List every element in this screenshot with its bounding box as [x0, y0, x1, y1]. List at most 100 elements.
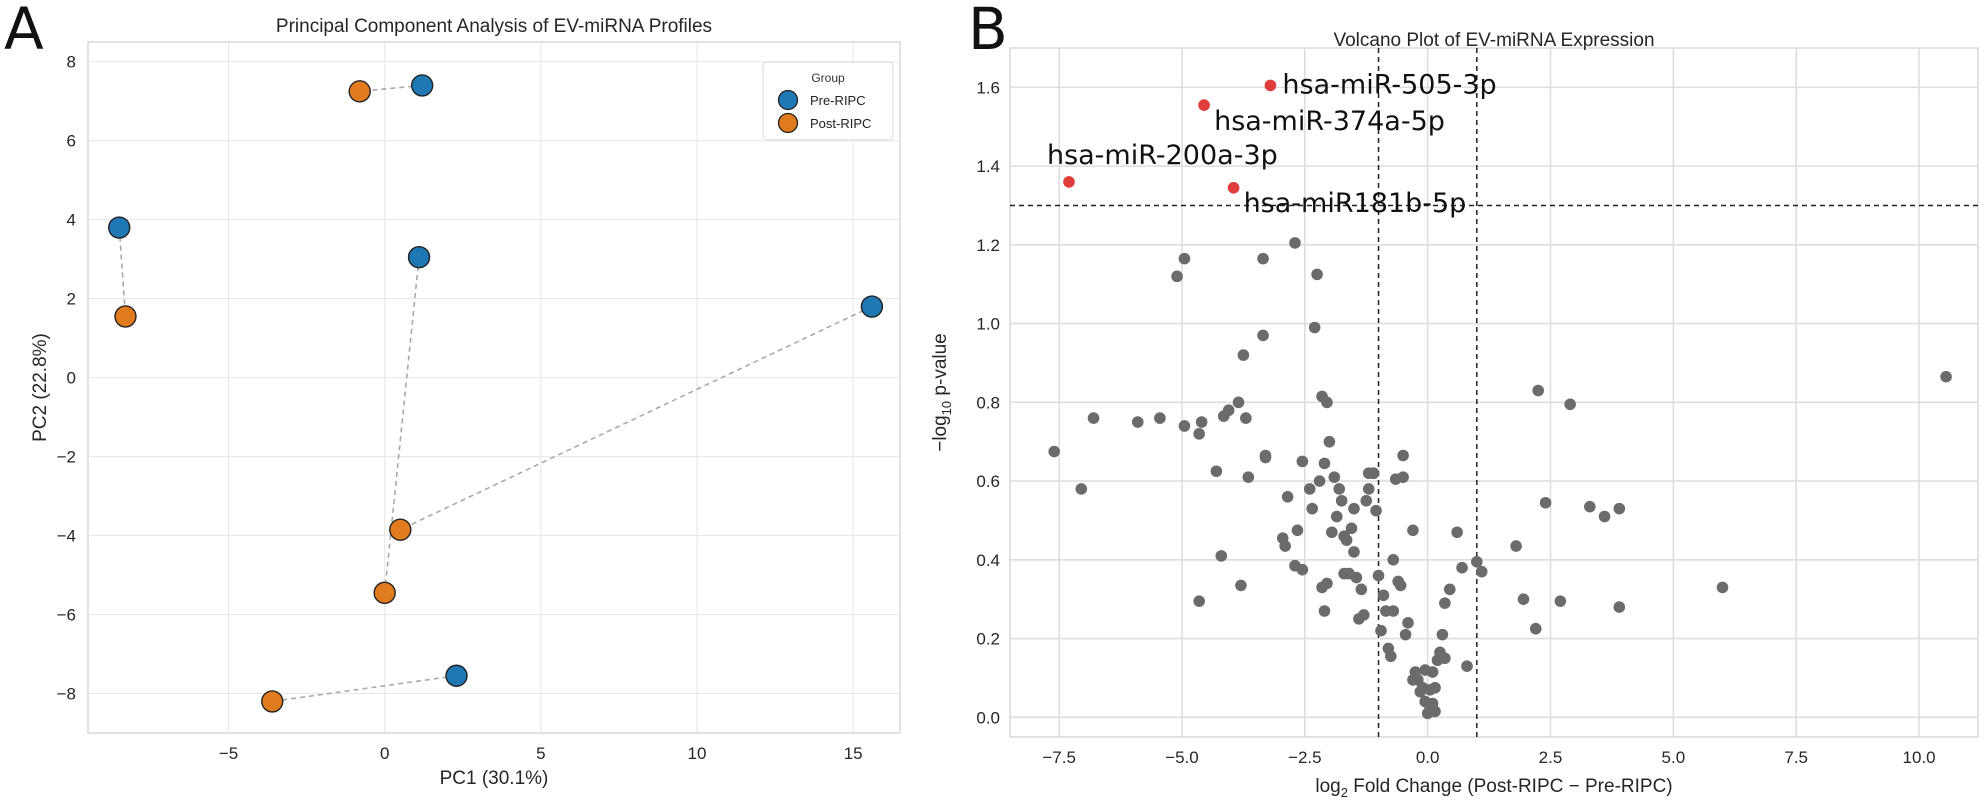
volcano-y-label-log: −log	[930, 415, 951, 451]
volcano-point	[1240, 412, 1252, 424]
volcano-significant-point	[1227, 181, 1240, 194]
volcano-point	[1461, 660, 1473, 672]
volcano-x-tick-label: 0.0	[1416, 748, 1440, 767]
volcano-point	[1613, 601, 1626, 613]
volcano-point	[1232, 396, 1245, 409]
volcano-point	[1360, 494, 1373, 507]
volcano-point	[1279, 540, 1291, 552]
volcano-point	[1257, 252, 1269, 265]
volcano-point	[1554, 595, 1567, 607]
pca-x-tick-label: 0	[380, 744, 389, 763]
pca-point-pre-ripc	[108, 216, 131, 239]
volcano-point	[1429, 681, 1441, 694]
volcano-point	[1355, 583, 1368, 596]
volcano-x-tick-label: 5.0	[1662, 748, 1686, 767]
volcano-point	[1321, 577, 1333, 590]
volcano-x-tick-label: 7.5	[1784, 748, 1808, 767]
volcano-point	[1340, 534, 1353, 546]
legend-marker-pre-ripc	[777, 89, 799, 111]
volcano-point	[1940, 370, 1952, 383]
panel-b-letter: B	[968, 0, 1008, 63]
volcano-x-tick-label: −2.5	[1288, 748, 1322, 767]
volcano-point	[1345, 522, 1358, 535]
pca-x-tick-label: 10	[688, 744, 707, 763]
pca-point-pre-ripc	[410, 74, 434, 97]
volcano-y-label-rest: p-value	[930, 333, 951, 401]
volcano-point	[1257, 329, 1269, 342]
volcano-x-axis-label: log2 Fold Change (Post-RIPC − Pre-RIPC)	[1315, 776, 1672, 800]
pca-pair-connector	[272, 674, 457, 703]
volcano-point	[1529, 622, 1542, 635]
volcano-mirna-label: hsa-miR-505-3p	[1282, 69, 1496, 100]
volcano-point	[1154, 412, 1166, 424]
pca-point-post-ripc	[389, 518, 412, 541]
volcano-point	[1259, 449, 1272, 462]
panel-a-letter: A	[4, 0, 44, 63]
volcano-y-tick-label: 1.2	[976, 236, 1000, 255]
pca-point-post-ripc	[261, 690, 284, 713]
volcano-x-tick-label: −5.0	[1165, 748, 1199, 767]
volcano-x-label-rest: Fold Change (Post-RIPC − Pre-RIPC)	[1348, 776, 1673, 797]
pca-y-tick-label: 8	[67, 53, 76, 72]
volcano-point	[1313, 475, 1326, 487]
volcano-point	[1517, 593, 1530, 605]
pca-y-tick-label: 0	[67, 369, 76, 388]
volcano-point	[1443, 583, 1456, 596]
pca-y-tick-label: 4	[67, 211, 76, 230]
volcano-point	[1397, 471, 1409, 483]
volcano-point	[1539, 496, 1552, 509]
volcano-significant-point	[1063, 176, 1075, 188]
volcano-point	[1333, 483, 1346, 495]
volcano-point	[1348, 546, 1360, 558]
volcano-point	[1439, 652, 1451, 665]
pca-point-pre-ripc	[407, 245, 431, 269]
pca-y-tick-label: −2	[57, 448, 76, 467]
volcano-point	[1178, 420, 1191, 432]
volcano-point	[1326, 526, 1338, 539]
volcano-point	[1362, 483, 1375, 495]
volcano-point	[1193, 595, 1205, 607]
volcano-point	[1321, 396, 1333, 409]
volcano-point	[1328, 471, 1341, 483]
volcano-point	[1048, 445, 1061, 458]
volcano-mirna-label: hsa-miR181b-5p	[1244, 188, 1467, 219]
pca-chart: −5 0 5 10 15 −8 −6 −4 −2 0 2 4 6 8 Principal Component…	[30, 16, 901, 789]
volcano-point	[1399, 628, 1412, 641]
volcano-point	[1178, 252, 1191, 265]
pca-y-axis-label: PC2 (22.8%)	[30, 333, 51, 442]
legend-label-pre-ripc: Pre-RIPC	[810, 93, 866, 108]
volcano-plot-area	[1009, 47, 1979, 738]
volcano-point	[1131, 416, 1144, 428]
volcano-point	[1306, 502, 1318, 515]
volcano-point	[1429, 705, 1441, 718]
volcano-x-tick-label: −7.5	[1042, 748, 1076, 767]
volcano-x-tick-label: 10.0	[1902, 748, 1935, 767]
volcano-y-tick-label: 0.4	[976, 551, 1000, 570]
volcano-point	[1323, 435, 1336, 448]
volcano-point	[1215, 550, 1228, 562]
legend-marker-post-ripc	[777, 112, 799, 134]
pca-y-tick-label: 2	[67, 290, 76, 309]
volcano-point	[1471, 555, 1483, 568]
volcano-point	[1584, 500, 1596, 513]
volcano-point	[1222, 404, 1235, 417]
volcano-point	[1303, 483, 1316, 495]
volcano-point	[1377, 589, 1390, 602]
pca-x-tick-label: 5	[536, 744, 545, 763]
volcano-mirna-label: hsa-miR-374a-5p	[1214, 106, 1445, 137]
volcano-point	[1289, 237, 1301, 249]
volcano-point	[1402, 617, 1414, 629]
pca-plot-area	[87, 41, 901, 734]
volcano-point	[1451, 526, 1463, 539]
volcano-point	[1456, 561, 1468, 574]
pca-x-tick-label: −5	[219, 744, 238, 763]
volcano-y-tick-label: 1.4	[976, 157, 1000, 176]
volcano-point	[1210, 465, 1223, 478]
volcano-point	[1330, 510, 1343, 523]
volcano-point	[1613, 502, 1626, 515]
pca-pair-connector	[118, 227, 127, 317]
pca-point-post-ripc	[114, 305, 137, 328]
volcano-y-tick-label: 0.6	[976, 472, 1000, 491]
volcano-point	[1193, 428, 1205, 440]
